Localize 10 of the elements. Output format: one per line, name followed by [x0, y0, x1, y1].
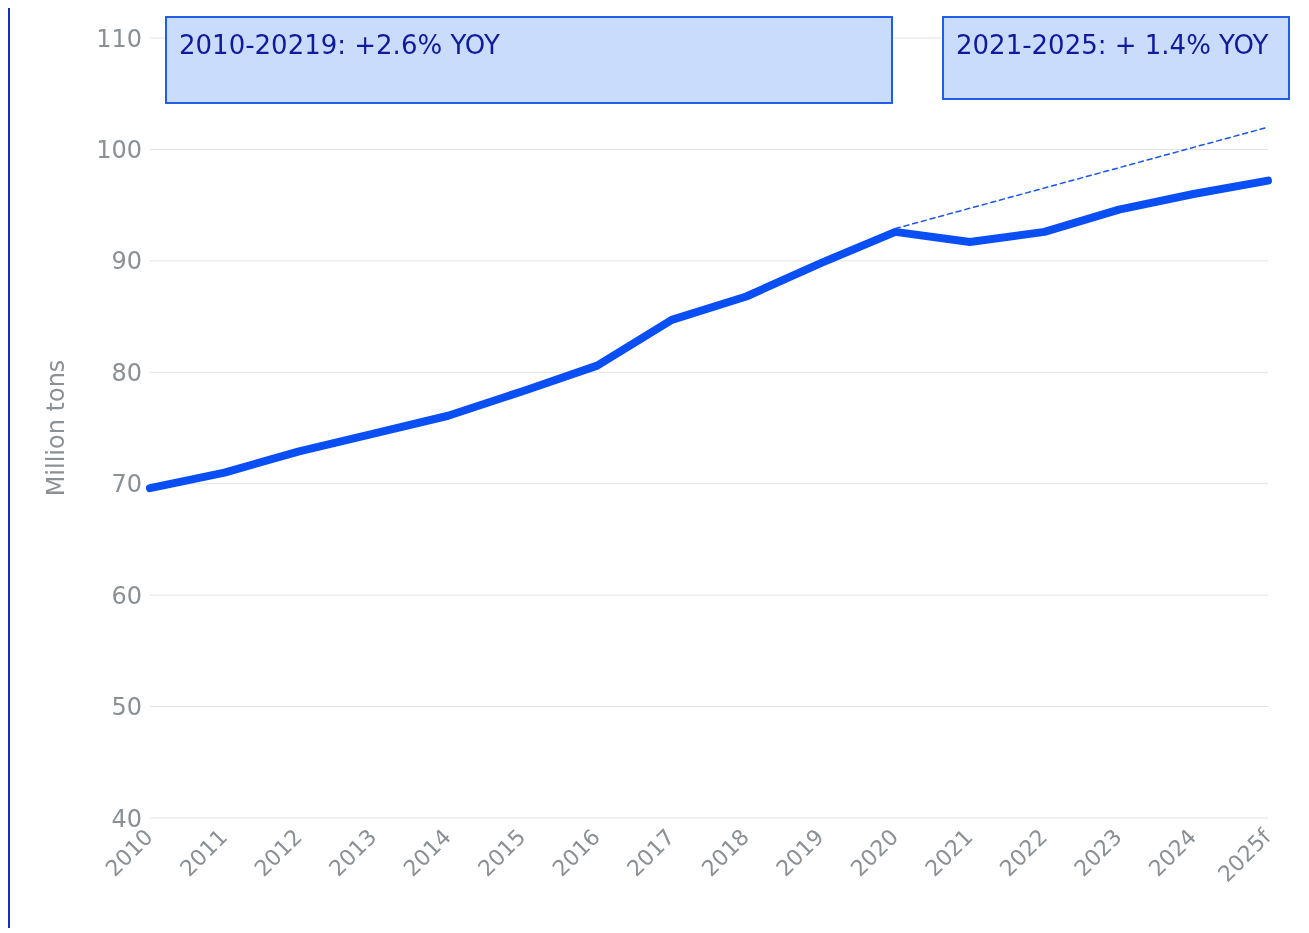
y-axis-title: Million tons	[41, 359, 70, 497]
y-tick-label: 80	[111, 358, 142, 387]
y-tick-label: 90	[111, 247, 142, 276]
label-box: 2021-2025: + 1.4% YOY	[942, 16, 1290, 100]
y-tick-label: 110	[96, 24, 142, 53]
y-tick-label: 100	[96, 135, 142, 164]
y-tick-label: 60	[111, 581, 142, 610]
y-tick-label: 70	[111, 470, 142, 499]
y-tick-label: 50	[111, 693, 142, 722]
label-box: 2010-20219: +2.6% YOY	[165, 16, 893, 104]
